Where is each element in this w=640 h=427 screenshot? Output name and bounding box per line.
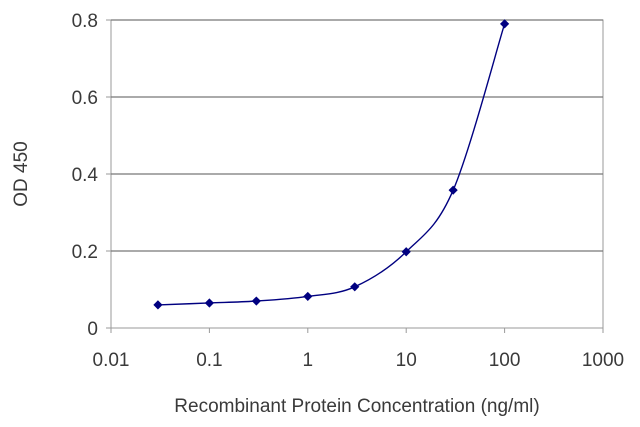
series [153,19,510,310]
y-tick-label: 0.2 [72,242,98,263]
x-tick-label: 0.1 [196,350,222,371]
data-point [448,185,458,195]
x-tick-label: 0.01 [93,350,130,371]
y-tick-label: 0 [87,319,98,340]
y-axis-title: OD 450 [11,141,32,206]
gridlines [111,19,603,252]
y-tick-label: 0.8 [72,11,98,32]
x-tick-label: 1000 [582,350,624,371]
data-point [500,19,510,29]
x-tick-label: 100 [489,350,521,371]
y-tick-label: 0.6 [72,88,98,109]
x-axis-title: Recombinant Protein Concentration (ng/ml… [174,396,539,417]
y-axis-ticks: 0 0.2 0.4 0.6 0.8 [72,11,111,340]
data-point [350,282,360,292]
data-point [303,291,313,302]
x-tick-label: 10 [396,350,417,371]
x-tick-label: 1 [303,350,314,371]
x-axis-ticks: 0.01 0.1 1 10 100 1000 [93,328,624,371]
data-point [153,300,163,310]
data-point [204,298,214,308]
y-tick-label: 0.4 [72,165,99,186]
data-point [251,296,261,306]
data-point [401,247,411,257]
